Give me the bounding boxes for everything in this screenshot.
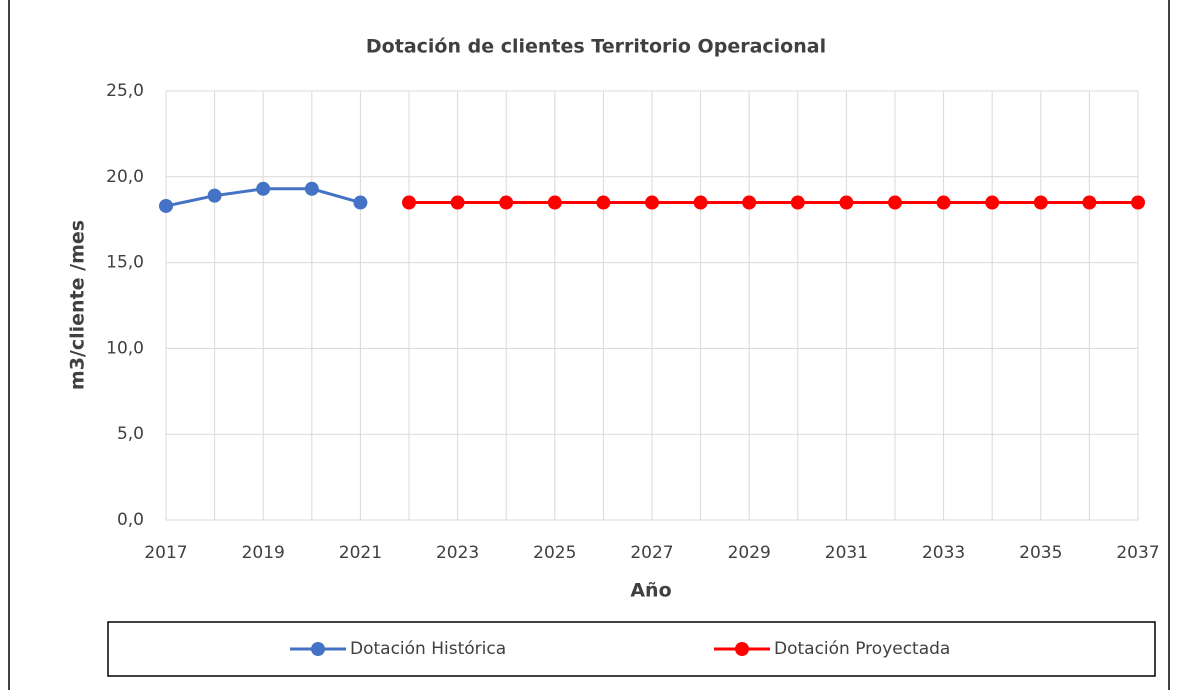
y-tick-label: 25,0 (106, 81, 144, 101)
data-point (1131, 195, 1145, 210)
chart-frame (8, 0, 1170, 690)
y-axis-title: m3/cliente /mes (67, 220, 89, 390)
data-point (790, 195, 805, 210)
chart-title: Dotación de clientes Territorio Operacio… (366, 36, 826, 58)
data-point (159, 198, 173, 213)
x-tick-label: 2025 (533, 543, 576, 563)
data-point (353, 195, 368, 210)
legend-box (107, 621, 1156, 677)
data-point (402, 195, 416, 210)
data-point (596, 195, 611, 210)
legend-marker (735, 642, 749, 656)
data-point (1033, 195, 1048, 210)
data-point (1082, 195, 1097, 210)
data-point (450, 195, 465, 210)
x-tick-label: 2033 (922, 543, 965, 563)
x-tick-label: 2023 (436, 543, 479, 563)
data-point (304, 181, 319, 196)
x-tick-label: 2031 (825, 543, 868, 563)
data-point (936, 195, 951, 210)
x-axis-title: Año (630, 580, 671, 602)
data-point (207, 188, 222, 203)
y-tick-label: 5,0 (117, 424, 144, 444)
x-tick-label: 2027 (630, 543, 673, 563)
legend-marker (311, 642, 325, 656)
data-point (499, 195, 514, 210)
y-tick-label: 0,0 (117, 510, 144, 530)
data-point (888, 195, 902, 210)
x-tick-label: 2021 (339, 543, 382, 563)
legend-label: Dotación Histórica (350, 639, 506, 659)
data-point (645, 195, 659, 210)
x-tick-label: 2035 (1019, 543, 1062, 563)
data-point (985, 195, 1000, 210)
legend-label: Dotación Proyectada (774, 639, 950, 659)
data-point (742, 195, 757, 210)
data-point (839, 195, 854, 210)
y-tick-label: 10,0 (106, 338, 144, 358)
data-point (256, 181, 271, 196)
x-tick-label: 2017 (144, 543, 187, 563)
x-tick-label: 2019 (242, 543, 285, 563)
y-tick-label: 15,0 (106, 253, 144, 273)
data-point (693, 195, 708, 210)
x-tick-label: 2029 (728, 543, 771, 563)
data-point (547, 195, 562, 210)
y-tick-label: 20,0 (106, 167, 144, 187)
x-tick-label: 2037 (1116, 543, 1159, 563)
